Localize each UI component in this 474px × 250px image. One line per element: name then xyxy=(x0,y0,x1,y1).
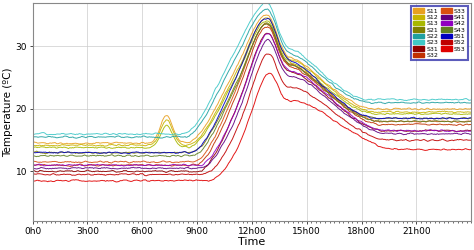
X-axis label: Time: Time xyxy=(238,237,265,247)
Y-axis label: Temperature (ºC): Temperature (ºC) xyxy=(3,67,13,157)
Legend: S11, S12, S13, S21, S22, S23, S31, S32, S33, S41, S42, S43, S51, S52, S53: S11, S12, S13, S21, S22, S23, S31, S32, … xyxy=(410,6,468,60)
